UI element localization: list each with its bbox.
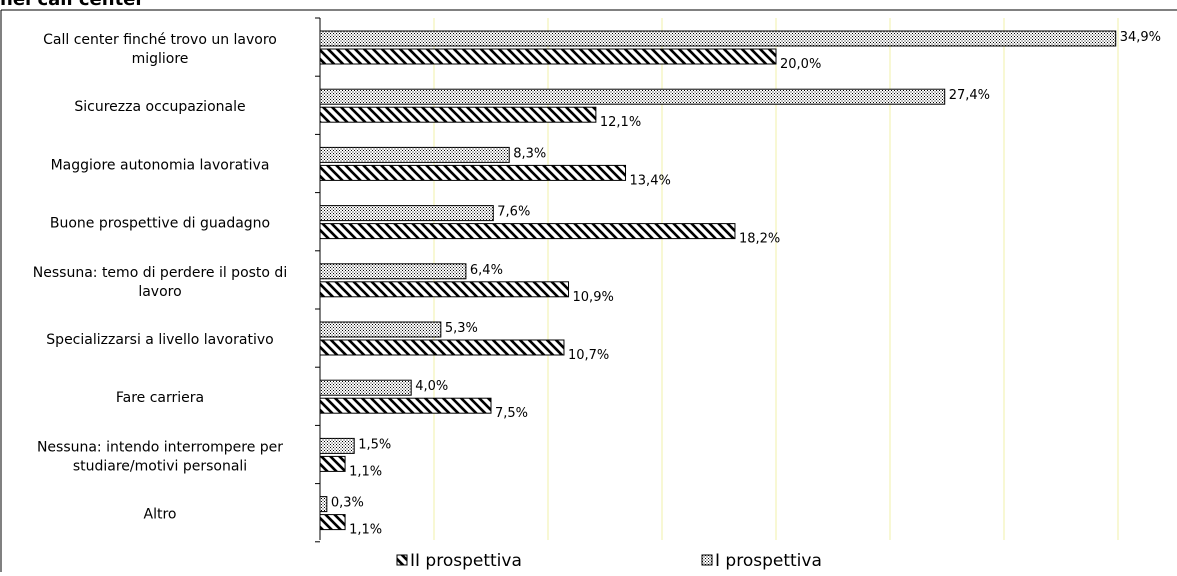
legend-label: II prospettiva — [410, 551, 522, 571]
bar-second-prospect — [319, 48, 777, 65]
legend: II prospettiva I prospettiva — [396, 551, 822, 571]
chart-title: nel call center — [0, 0, 144, 10]
category-label: Nessuna: temo di perdere il posto di lavo… — [33, 265, 287, 300]
data-label: 4,0% — [415, 379, 448, 394]
bar-second-prospect — [319, 164, 627, 181]
bar-first-prospect — [319, 30, 1117, 47]
data-label: 1,1% — [349, 464, 382, 479]
data-label: 13,4% — [630, 173, 671, 188]
data-label: 12,1% — [600, 115, 641, 130]
grid-lines — [433, 18, 1119, 540]
bar-second-prospect — [319, 339, 565, 356]
category-label: Fare carriera — [116, 390, 204, 406]
data-label: 0,3% — [331, 496, 364, 511]
data-label: 10,9% — [573, 290, 614, 305]
bar-second-prospect — [319, 223, 736, 240]
data-label: 8,3% — [513, 146, 546, 161]
data-label: 34,9% — [1120, 30, 1161, 45]
bar-first-prospect — [319, 379, 412, 396]
bar-first-prospect — [319, 496, 328, 513]
data-label: 6,4% — [470, 263, 503, 278]
data-label: 1,1% — [349, 523, 382, 538]
bar-first-prospect — [319, 88, 946, 105]
bar-first-prospect — [319, 263, 467, 280]
data-label: 10,7% — [568, 348, 609, 363]
category-ticks — [315, 17, 320, 543]
data-label: 1,5% — [358, 437, 391, 452]
bar-second-prospect — [319, 281, 570, 298]
bar-first-prospect — [319, 146, 510, 163]
data-label: 18,2% — [739, 232, 780, 247]
category-label: Maggiore autonomia lavorativa — [51, 157, 270, 173]
bar-second-prospect — [319, 397, 492, 414]
category-label: Buone prospettive di guadagno — [50, 216, 270, 232]
category-label: Nessuna: intendo interrompere per studiar… — [37, 439, 283, 474]
data-label: 27,4% — [949, 88, 990, 103]
category-label: Sicurezza occupazionale — [74, 99, 245, 115]
legend-label: I prospettiva — [715, 551, 822, 571]
category-labels: Call center finché trovo un lavoro miglio… — [33, 32, 287, 523]
bar-second-prospect — [319, 106, 597, 123]
data-label: 20,0% — [780, 57, 821, 72]
bars-group: 34,9% 20,0% 27,4% 12,1% 8,3% 13,4% 7,6% 18,2% 6,… — [319, 30, 1161, 538]
data-label: 7,5% — [495, 406, 528, 421]
legend-swatch — [701, 554, 713, 566]
data-label: 7,6% — [497, 205, 530, 220]
bar-first-prospect — [319, 205, 494, 222]
legend-swatch — [396, 554, 408, 566]
category-label: Altro — [144, 507, 177, 523]
bar-second-prospect — [319, 514, 346, 531]
data-label: 5,3% — [445, 321, 478, 336]
bar-first-prospect — [319, 437, 355, 454]
category-label: Call center finché trovo un lavoro miglio… — [43, 32, 277, 67]
category-label: Specializzarsi a livello lavorativo — [46, 332, 273, 348]
bar-first-prospect — [319, 321, 442, 338]
bar-second-prospect — [319, 455, 346, 472]
